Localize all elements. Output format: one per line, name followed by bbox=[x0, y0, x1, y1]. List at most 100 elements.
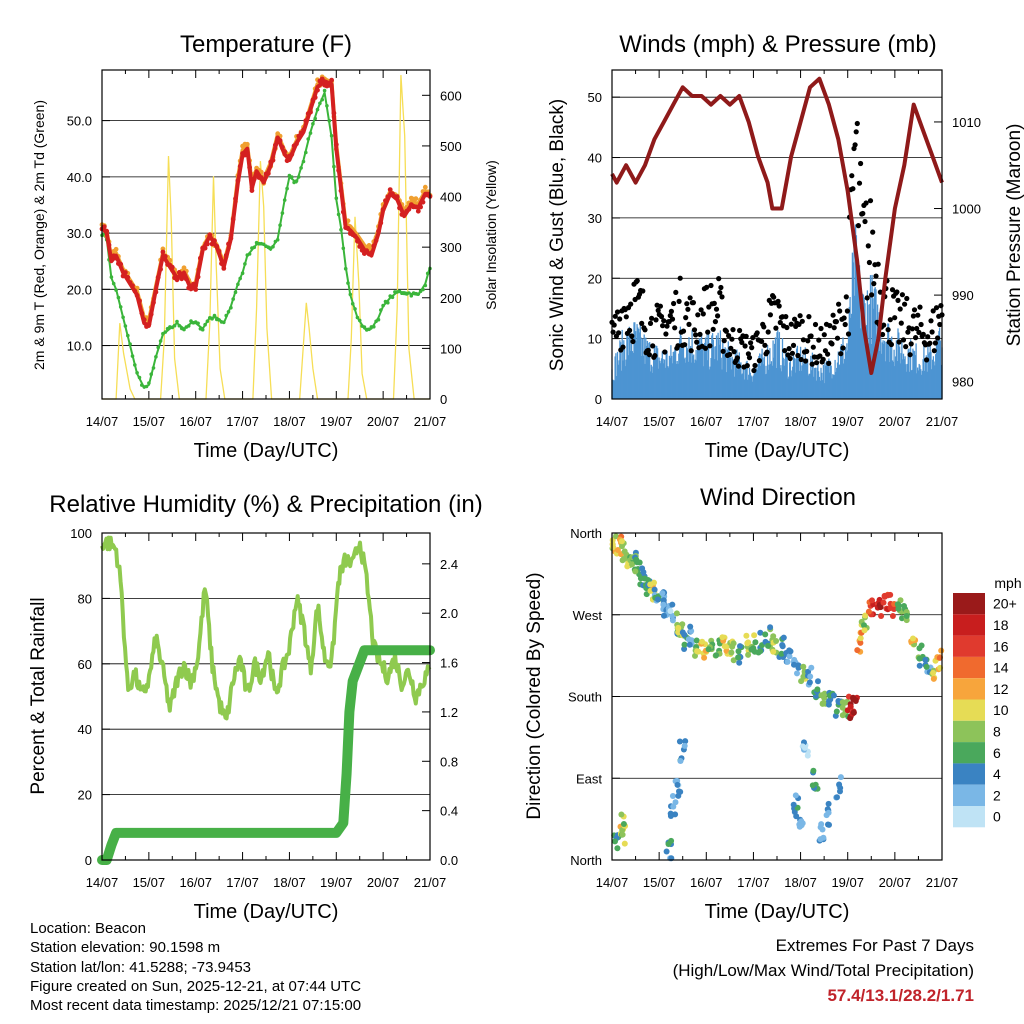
direction-point bbox=[797, 819, 804, 826]
direction-point bbox=[770, 633, 777, 640]
gust-point bbox=[759, 338, 765, 344]
data-point bbox=[418, 204, 423, 210]
gust-point bbox=[844, 308, 851, 314]
gust-point bbox=[931, 348, 937, 354]
gust-point bbox=[746, 355, 753, 361]
data-point bbox=[147, 381, 151, 385]
direction-point bbox=[681, 742, 688, 749]
gust-point bbox=[789, 350, 796, 356]
series-line bbox=[101, 91, 431, 389]
data-point bbox=[357, 244, 363, 249]
figure-created: Figure created on Sun, 2025-12-21, at 07… bbox=[30, 977, 362, 995]
data-point bbox=[355, 238, 360, 244]
gust-point bbox=[704, 284, 710, 290]
gust-point bbox=[663, 331, 669, 337]
direction-point bbox=[673, 610, 680, 617]
data-point bbox=[313, 116, 318, 121]
colorbar-swatch bbox=[953, 656, 985, 679]
gust-point bbox=[728, 345, 734, 351]
data-point bbox=[381, 303, 385, 308]
direction-point bbox=[916, 662, 923, 669]
gust-point bbox=[645, 347, 651, 353]
gust-point bbox=[865, 243, 871, 249]
series-rh bbox=[100, 535, 432, 721]
data-point bbox=[294, 141, 299, 147]
direction-point bbox=[869, 597, 875, 604]
data-point bbox=[285, 186, 289, 191]
data-point bbox=[183, 276, 189, 282]
data-point bbox=[413, 204, 419, 210]
data-point bbox=[233, 290, 238, 295]
gust-point bbox=[734, 355, 741, 361]
gust-point bbox=[756, 358, 763, 364]
data-point bbox=[101, 224, 107, 230]
colorbar-swatch bbox=[953, 806, 985, 828]
x-tick-label: 15/07 bbox=[133, 875, 166, 890]
direction-point bbox=[693, 637, 700, 644]
station-info: Location: Beacon Station elevation: 90.1… bbox=[30, 919, 361, 1015]
data-point bbox=[270, 157, 276, 163]
gust-point bbox=[611, 322, 617, 328]
gust-point bbox=[761, 324, 767, 330]
direction-point bbox=[795, 662, 802, 669]
direction-point bbox=[916, 655, 923, 662]
data-point bbox=[387, 187, 393, 193]
data-point bbox=[247, 252, 252, 256]
data-point bbox=[261, 178, 267, 184]
data-point bbox=[151, 366, 156, 370]
direction-point bbox=[834, 794, 840, 801]
y2-tick-label: 1.2 bbox=[440, 705, 458, 720]
gust-point bbox=[797, 313, 803, 319]
panel-4: Wind Direction Time (Day/UTC) 14/07 15/07 16… bbox=[524, 484, 958, 923]
data-point bbox=[132, 288, 138, 294]
direction-point bbox=[837, 788, 843, 795]
data-point bbox=[130, 283, 135, 288]
gust-point bbox=[821, 332, 827, 338]
data-point bbox=[123, 270, 128, 275]
colorbar-swatch bbox=[953, 720, 985, 743]
direction-point bbox=[682, 738, 689, 745]
gust-point bbox=[909, 326, 915, 332]
direction-point bbox=[894, 601, 901, 608]
data-point bbox=[301, 127, 306, 133]
direction-point bbox=[667, 608, 674, 614]
gust-point bbox=[818, 325, 824, 332]
colorbar-label: 18 bbox=[993, 617, 1009, 633]
gust-point bbox=[836, 301, 842, 307]
data-point bbox=[214, 243, 220, 249]
gust-point bbox=[742, 343, 748, 349]
data-point bbox=[229, 305, 233, 310]
station-latlon: Station lat/lon: 41.5288; -73.9453 bbox=[30, 958, 252, 976]
gust-point bbox=[796, 321, 802, 327]
data-point bbox=[135, 371, 139, 375]
direction-point bbox=[694, 648, 701, 655]
gust-point bbox=[614, 309, 621, 315]
gust-point bbox=[707, 343, 713, 349]
y-axis-label: Direction (Colored By Speed) bbox=[524, 572, 545, 819]
gust-point bbox=[751, 367, 757, 374]
data-point bbox=[172, 323, 177, 328]
gust-point bbox=[627, 327, 633, 333]
gust-point bbox=[664, 323, 670, 329]
x-tick-label: 18/07 bbox=[784, 414, 817, 429]
x-tick-label: 21/07 bbox=[414, 875, 447, 890]
y-tick-label: 50.0 bbox=[67, 114, 92, 129]
direction-point bbox=[889, 613, 896, 619]
direction-point bbox=[930, 669, 937, 676]
data-point bbox=[352, 233, 358, 239]
direction-point bbox=[651, 586, 658, 593]
data-point bbox=[355, 315, 360, 320]
data-point bbox=[315, 107, 320, 112]
direction-point bbox=[745, 651, 752, 658]
gust-point bbox=[929, 329, 935, 335]
direction-point bbox=[847, 703, 854, 710]
gust-point bbox=[913, 335, 919, 341]
colorbar-label: 16 bbox=[993, 638, 1009, 654]
data-point bbox=[230, 216, 236, 222]
data-point bbox=[212, 238, 217, 244]
gust-point bbox=[653, 317, 659, 323]
gust-point bbox=[716, 276, 722, 282]
data-point bbox=[174, 277, 180, 283]
plot-frame bbox=[611, 532, 943, 861]
direction-point bbox=[654, 596, 661, 603]
